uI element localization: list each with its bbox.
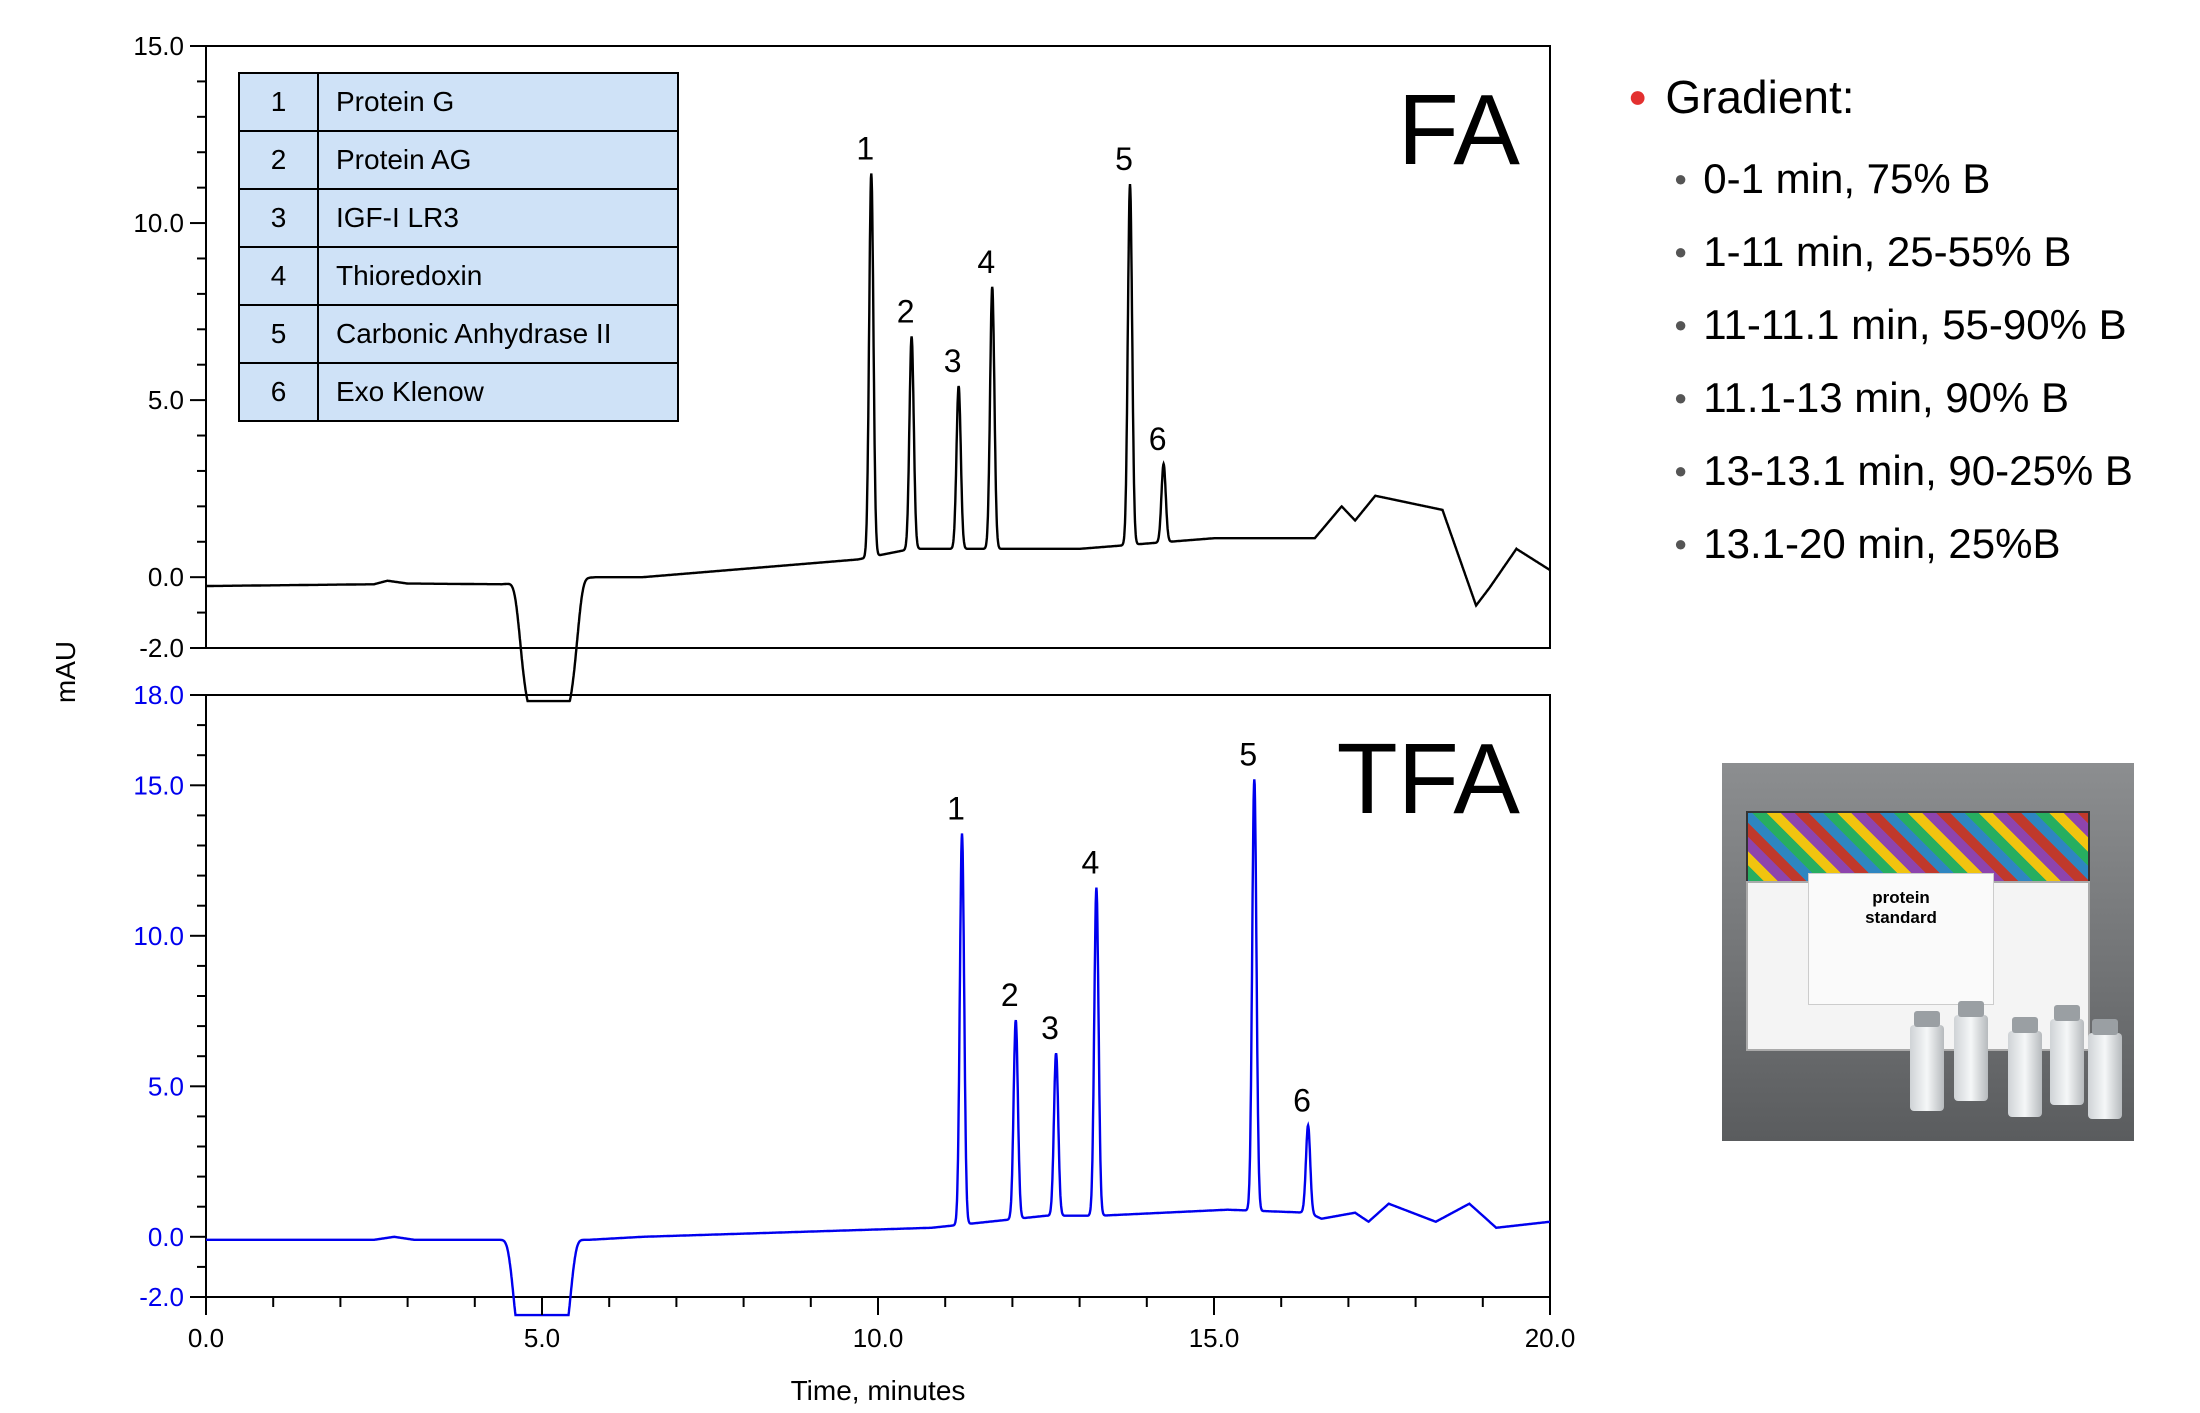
- tfa-y-tick-label: 0.0: [148, 1222, 184, 1252]
- fa-peak-label: 6: [1149, 421, 1167, 457]
- tfa-peak-label: 1: [947, 790, 965, 826]
- tfa-y-tick-label: 15.0: [133, 770, 184, 800]
- tfa-trace-line: [206, 779, 1550, 1317]
- gradient-step: ● 13.1-20 min, 25%B: [1674, 507, 2198, 580]
- kit-label-card: protein standard: [1808, 873, 1994, 1005]
- bullet-icon: ●: [1674, 385, 1688, 410]
- legend-row-name: Exo Klenow: [336, 376, 485, 407]
- legend-row-number: 3: [271, 202, 287, 233]
- legend-row-name: IGF-I LR3: [336, 202, 459, 233]
- bullet-icon: ●: [1674, 239, 1688, 264]
- tfa-peak-label: 4: [1082, 845, 1100, 881]
- tfa-y-tick-label: 18.0: [133, 680, 184, 710]
- gradient-title-text: Gradient:: [1665, 71, 1855, 123]
- legend-row-number: 1: [271, 86, 287, 117]
- tfa-peak-label: 2: [1001, 977, 1019, 1013]
- fa-y-tick-label: 5.0: [148, 385, 184, 415]
- gradient-step: ● 1-11 min, 25-55% B: [1674, 215, 2198, 288]
- legend-row-number: 2: [271, 144, 287, 175]
- tfa-peak-label: 6: [1293, 1082, 1311, 1118]
- tfa-peak-label: 5: [1239, 736, 1257, 772]
- vial: [2008, 1017, 2042, 1117]
- x-axis-title: Time, minutes: [791, 1375, 966, 1406]
- protein-standard-photo: protein standard: [1722, 763, 2134, 1141]
- vial: [2088, 1019, 2122, 1119]
- bullet-icon: ●: [1674, 531, 1688, 556]
- vial: [1954, 1001, 1988, 1101]
- bullet-icon: ●: [1674, 312, 1688, 337]
- gradient-steps: ● 0-1 min, 75% B ● 1-11 min, 25-55% B ● 11-…: [1628, 142, 2198, 580]
- vial: [2050, 1005, 2084, 1105]
- fa-peak-label: 4: [977, 244, 995, 280]
- fa-y-tick-label: -2.0: [139, 633, 184, 663]
- legend-row-name: Carbonic Anhydrase II: [336, 318, 612, 349]
- fa-y-tick-label: 0.0: [148, 562, 184, 592]
- tfa-peak-label: 3: [1041, 1010, 1059, 1046]
- x-tick-label: 0.0: [188, 1323, 224, 1353]
- red-bullet-icon: ●: [1628, 78, 1648, 114]
- fa-peak-label: 3: [944, 343, 962, 379]
- x-tick-label: 5.0: [524, 1323, 560, 1353]
- gradient-title: ● Gradient:: [1628, 70, 2198, 124]
- legend-row-name: Protein G: [336, 86, 454, 117]
- bullet-icon: ●: [1674, 166, 1688, 191]
- gradient-panel: ● Gradient: ● 0-1 min, 75% B ● 1-11 min, 2…: [1628, 70, 2198, 580]
- legend-row-name: Protein AG: [336, 144, 471, 175]
- legend-row-number: 6: [271, 376, 287, 407]
- card-text-2: standard: [1865, 908, 1937, 927]
- fa-peak-label: 1: [856, 130, 874, 166]
- fa-trace-line: [206, 173, 1551, 703]
- bullet-icon: ●: [1674, 458, 1688, 483]
- y-axis-title: mAU: [50, 641, 81, 703]
- gradient-step: ● 11.1-13 min, 90% B: [1674, 361, 2198, 434]
- tfa-y-tick-label: -2.0: [139, 1282, 184, 1312]
- tfa-panel-label: TFA: [1337, 723, 1521, 835]
- gradient-step: ● 0-1 min, 75% B: [1674, 142, 2198, 215]
- legend-row-number: 4: [271, 260, 287, 291]
- x-tick-label: 15.0: [1189, 1323, 1240, 1353]
- gradient-step: ● 11-11.1 min, 55-90% B: [1674, 288, 2198, 361]
- fa-y-tick-label: 15.0: [133, 31, 184, 61]
- tfa-y-tick-label: 5.0: [148, 1071, 184, 1101]
- vial: [1910, 1011, 1944, 1111]
- card-text-1: protein: [1872, 888, 1930, 907]
- fa-peak-label: 2: [897, 293, 915, 329]
- fa-y-tick-label: 10.0: [133, 208, 184, 238]
- x-tick-label: 10.0: [853, 1323, 904, 1353]
- legend-row-number: 5: [271, 318, 287, 349]
- fa-panel-label: FA: [1398, 74, 1521, 186]
- x-tick-label: 20.0: [1525, 1323, 1576, 1353]
- fa-peak-label: 5: [1115, 141, 1133, 177]
- fa-plot-frame: [205, 45, 1551, 649]
- gradient-step: ● 13-13.1 min, 90-25% B: [1674, 434, 2198, 507]
- tfa-y-tick-label: 10.0: [133, 921, 184, 951]
- legend-row-name: Thioredoxin: [336, 260, 482, 291]
